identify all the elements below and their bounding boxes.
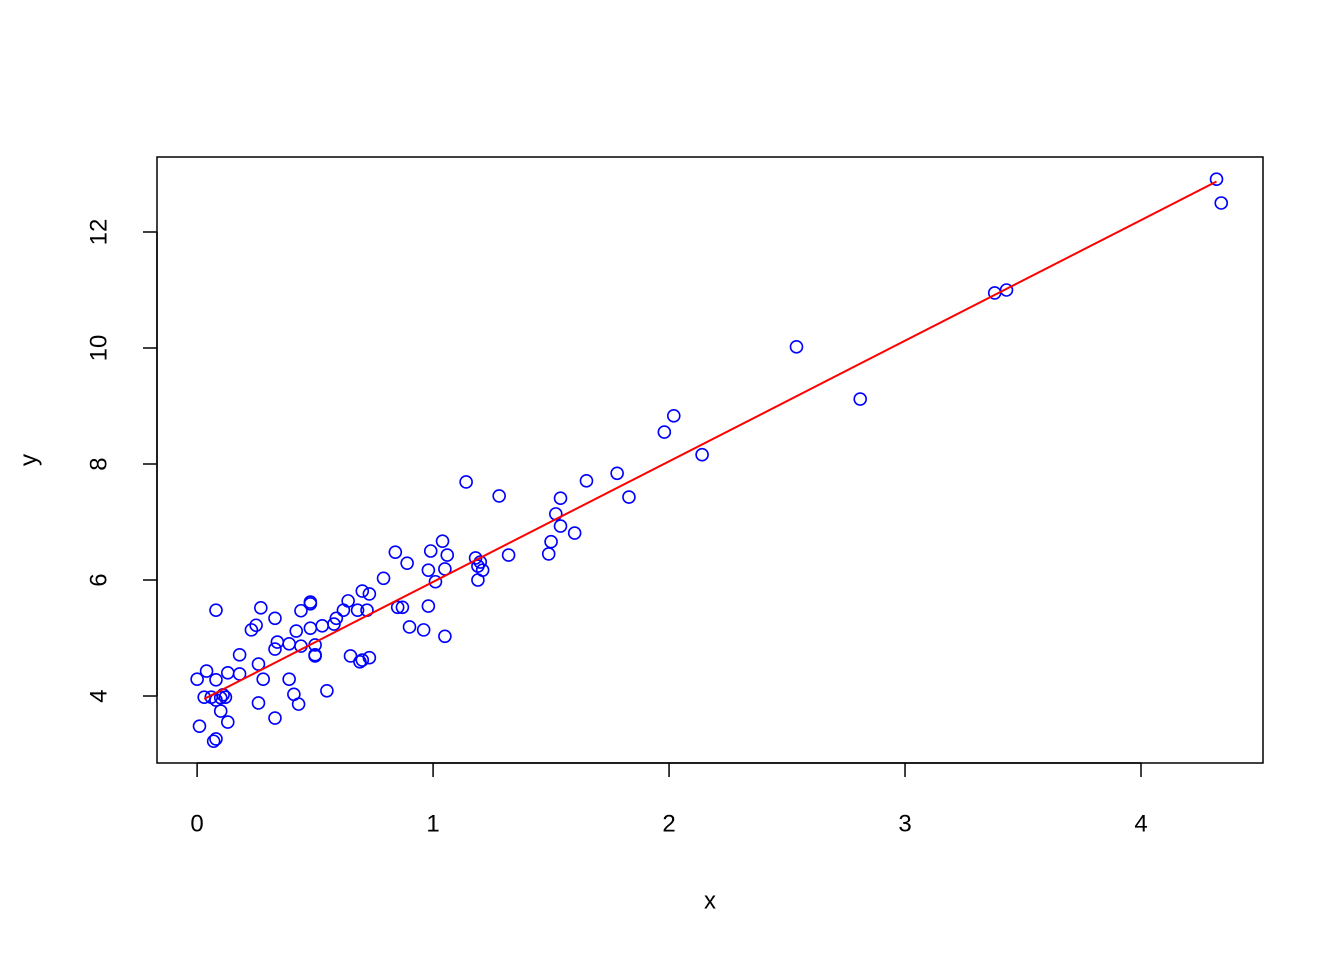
- x-axis-label: x: [704, 887, 716, 914]
- point: [666, 409, 681, 423]
- y-tick-label: 10: [85, 335, 112, 362]
- x-tick-label: 3: [898, 810, 911, 837]
- point: [249, 618, 263, 633]
- point: [395, 600, 410, 615]
- point: [440, 548, 455, 562]
- point: [416, 623, 431, 637]
- point: [435, 534, 450, 548]
- point: [553, 491, 568, 506]
- point: [209, 732, 223, 746]
- point: [622, 490, 636, 504]
- point: [320, 683, 334, 698]
- point: [244, 623, 259, 637]
- point: [553, 519, 568, 533]
- point: [329, 611, 344, 626]
- point: [421, 563, 436, 577]
- point: [400, 556, 414, 570]
- point: [471, 573, 485, 587]
- point: [192, 719, 207, 733]
- point: [220, 666, 235, 680]
- point: [232, 648, 247, 662]
- point: [376, 571, 391, 586]
- point: [695, 447, 709, 462]
- point: [579, 474, 594, 488]
- point: [282, 672, 296, 686]
- y-tick-label: 12: [85, 219, 112, 246]
- point: [1209, 172, 1224, 187]
- y-tick-label: 8: [85, 457, 112, 470]
- point: [308, 649, 322, 663]
- point: [544, 534, 558, 549]
- x-tick-label: 4: [1134, 810, 1147, 837]
- point: [355, 653, 370, 667]
- point: [459, 475, 473, 489]
- point: [423, 544, 438, 558]
- fit-line: [203, 180, 1217, 700]
- y-tick-label: 6: [85, 573, 112, 586]
- point: [355, 584, 370, 598]
- x-tick-label: 0: [190, 810, 203, 837]
- point: [388, 545, 403, 559]
- point: [268, 711, 282, 725]
- point: [315, 619, 329, 633]
- point: [1214, 196, 1229, 210]
- point: [213, 704, 228, 718]
- y-tick-label: 4: [85, 689, 112, 702]
- point: [657, 425, 672, 439]
- point: [336, 603, 351, 617]
- point: [294, 603, 308, 618]
- point: [303, 596, 318, 611]
- point: [999, 283, 1014, 297]
- x-tick-label: 1: [426, 810, 439, 837]
- point: [303, 621, 318, 635]
- point: [282, 637, 296, 651]
- point: [209, 603, 223, 617]
- point: [291, 697, 306, 711]
- y-axis-label: y: [15, 454, 42, 466]
- point: [362, 587, 377, 601]
- point: [209, 693, 223, 707]
- x-tick-label: 2: [662, 810, 675, 837]
- point: [218, 690, 233, 704]
- point: [353, 654, 367, 669]
- point: [789, 340, 804, 354]
- point: [541, 547, 556, 561]
- point: [270, 635, 285, 649]
- point: [853, 392, 867, 406]
- point: [268, 611, 282, 626]
- point: [341, 594, 355, 608]
- point: [209, 672, 223, 687]
- point: [438, 629, 452, 644]
- point: [289, 624, 304, 638]
- point: [402, 620, 417, 634]
- point: [492, 489, 506, 503]
- point: [190, 672, 204, 686]
- point: [428, 574, 443, 589]
- point: [501, 548, 516, 562]
- point: [567, 526, 582, 540]
- point: [220, 715, 235, 729]
- point: [199, 664, 214, 678]
- point: [421, 599, 436, 613]
- point: [256, 672, 270, 686]
- point: [251, 696, 266, 710]
- point: [350, 603, 365, 617]
- plot-box: [156, 156, 1264, 764]
- point: [390, 600, 405, 615]
- point: [254, 601, 268, 615]
- point: [206, 734, 221, 749]
- point: [268, 642, 282, 656]
- point: [610, 466, 624, 481]
